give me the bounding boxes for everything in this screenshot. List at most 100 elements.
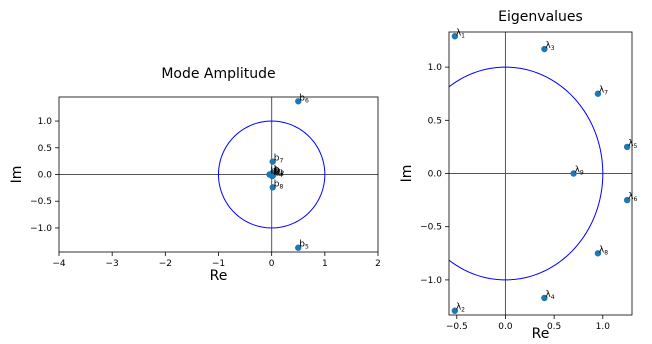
point-label: b3 bbox=[274, 167, 284, 178]
y-tick-label: −0.5 bbox=[30, 197, 52, 207]
x-tick-label: 2 bbox=[375, 259, 381, 269]
point-label-subscript: 7 bbox=[604, 90, 608, 97]
x-tick-label: −1 bbox=[212, 259, 225, 269]
y-axis-label: Im bbox=[399, 165, 415, 183]
point-label: b4 bbox=[273, 168, 283, 179]
data-point bbox=[541, 294, 548, 302]
x-axis-label: Re bbox=[210, 268, 228, 284]
plot-area bbox=[59, 97, 378, 252]
chart-title: Mode Amplitude bbox=[161, 66, 275, 82]
y-tick-label: 0.0 bbox=[428, 170, 443, 180]
y-tick-label: −1.0 bbox=[30, 224, 52, 234]
point-label-symbol: b bbox=[275, 166, 281, 176]
point-label-symbol: b bbox=[274, 179, 280, 189]
point-label-symbol: λ bbox=[628, 192, 634, 202]
point-label-subscript: 3 bbox=[551, 45, 555, 52]
point-label-subscript: 9 bbox=[580, 170, 584, 177]
point-label: b9 bbox=[271, 167, 281, 178]
data-point bbox=[570, 170, 577, 177]
x-tick-label: 0 bbox=[269, 259, 275, 269]
point-label: λ5 bbox=[628, 139, 637, 150]
point-label: λ3 bbox=[545, 41, 554, 52]
point-label-symbol: b bbox=[271, 167, 277, 177]
data-point bbox=[269, 158, 276, 165]
unit-circle bbox=[217, 120, 326, 229]
x-tick-label: 1.0 bbox=[596, 322, 611, 332]
point-label-subscript: 2 bbox=[281, 170, 285, 177]
y-tick-label: 1.0 bbox=[38, 117, 53, 127]
data-point bbox=[295, 98, 302, 105]
y-tick-label: 0.0 bbox=[38, 171, 53, 181]
point-label: λ7 bbox=[599, 86, 608, 97]
y-tick-label: −1.0 bbox=[420, 276, 442, 286]
point-label: λ1 bbox=[456, 28, 465, 39]
point-label-symbol: b bbox=[274, 154, 280, 164]
x-tick-label: 0.0 bbox=[498, 322, 513, 332]
point-label-subscript: 8 bbox=[604, 249, 608, 256]
point-label: b8 bbox=[274, 179, 284, 190]
point-label-subscript: 6 bbox=[633, 196, 637, 203]
point-label-symbol: λ bbox=[575, 166, 581, 176]
point-label-subscript: 1 bbox=[279, 169, 283, 176]
point-label-subscript: 4 bbox=[551, 294, 555, 301]
point-label-subscript: 4 bbox=[279, 172, 283, 179]
data-point bbox=[623, 143, 631, 151]
point-label: λ8 bbox=[599, 245, 608, 256]
x-tick-label: −0.5 bbox=[446, 322, 468, 332]
point-label-symbol: b bbox=[299, 240, 305, 250]
y-tick-label: −0.5 bbox=[420, 223, 442, 233]
point-label: λ6 bbox=[628, 192, 637, 203]
point-label-symbol: λ bbox=[456, 303, 462, 313]
point-label: b2 bbox=[275, 166, 285, 177]
point-label-symbol: λ bbox=[545, 41, 551, 51]
plot-area bbox=[449, 32, 632, 315]
point-label: b7 bbox=[274, 154, 284, 165]
x-tick-label: −4 bbox=[52, 259, 66, 269]
y-tick-label: 1.0 bbox=[428, 63, 443, 73]
point-label-symbol: λ bbox=[599, 245, 605, 255]
x-tick-label: 0.5 bbox=[547, 322, 561, 332]
point-label-symbol: λ bbox=[545, 290, 551, 300]
point-label-subscript: 9 bbox=[276, 171, 280, 178]
x-axis-label: Re bbox=[532, 326, 550, 342]
data-point bbox=[295, 244, 302, 251]
chart-title: Eigenvalues bbox=[498, 9, 583, 25]
point-label-symbol: λ bbox=[599, 86, 605, 96]
point-label-subscript: 8 bbox=[279, 183, 283, 190]
point-label-subscript: 1 bbox=[461, 32, 465, 39]
data-point bbox=[269, 184, 276, 191]
data-point bbox=[594, 250, 602, 257]
point-label-subscript: 3 bbox=[280, 171, 284, 178]
point-label-subscript: 7 bbox=[279, 158, 283, 165]
y-tick-label: 0.5 bbox=[38, 144, 52, 154]
point-label-symbol: b bbox=[274, 167, 280, 177]
unit-circle bbox=[449, 66, 604, 281]
x-tick-label: −2 bbox=[159, 259, 172, 269]
point-label-symbol: b bbox=[273, 168, 279, 178]
data-point bbox=[541, 45, 548, 53]
point-label-subscript: 6 bbox=[305, 97, 309, 104]
point-label: λ4 bbox=[545, 290, 554, 301]
y-axis-label: Im bbox=[9, 166, 25, 184]
point-label-symbol: b bbox=[299, 93, 305, 103]
y-tick-label: 0.5 bbox=[428, 116, 442, 126]
point-label-subscript: 2 bbox=[461, 307, 465, 314]
data-point bbox=[451, 33, 459, 40]
point-label: b1 bbox=[274, 165, 284, 176]
point-label-symbol: λ bbox=[628, 139, 634, 149]
data-point bbox=[266, 171, 273, 178]
point-label: b5 bbox=[299, 240, 309, 251]
point-label: λ9 bbox=[575, 166, 584, 177]
point-label: λ2 bbox=[456, 303, 465, 314]
point-label-symbol: λ bbox=[456, 28, 462, 38]
point-label-symbol: b bbox=[274, 165, 280, 175]
x-tick-label: 1 bbox=[322, 259, 328, 269]
data-point bbox=[594, 90, 602, 97]
x-tick-label: −3 bbox=[106, 259, 119, 269]
data-point bbox=[451, 307, 459, 314]
data-point bbox=[623, 196, 631, 204]
point-label-subscript: 5 bbox=[633, 143, 637, 150]
point-label: b6 bbox=[299, 93, 309, 104]
